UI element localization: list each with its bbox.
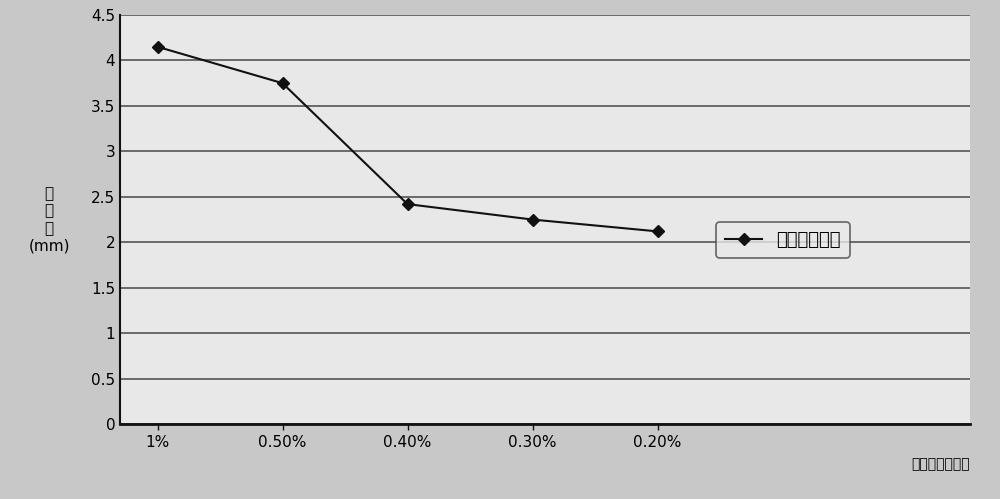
最大位移变形	[152, 44, 164, 50]
Legend: 最大位移变形: 最大位移变形	[716, 222, 850, 258]
最大位移变形	[526, 217, 538, 223]
Y-axis label: 位
移
量
(mm): 位 移 量 (mm)	[28, 186, 70, 253]
最大位移变形	[402, 201, 414, 207]
最大位移变形	[276, 80, 289, 86]
Text: 硬化剂质量含量: 硬化剂质量含量	[911, 457, 970, 471]
最大位移变形	[652, 229, 664, 235]
Line: 最大位移变形: 最大位移变形	[153, 42, 662, 236]
